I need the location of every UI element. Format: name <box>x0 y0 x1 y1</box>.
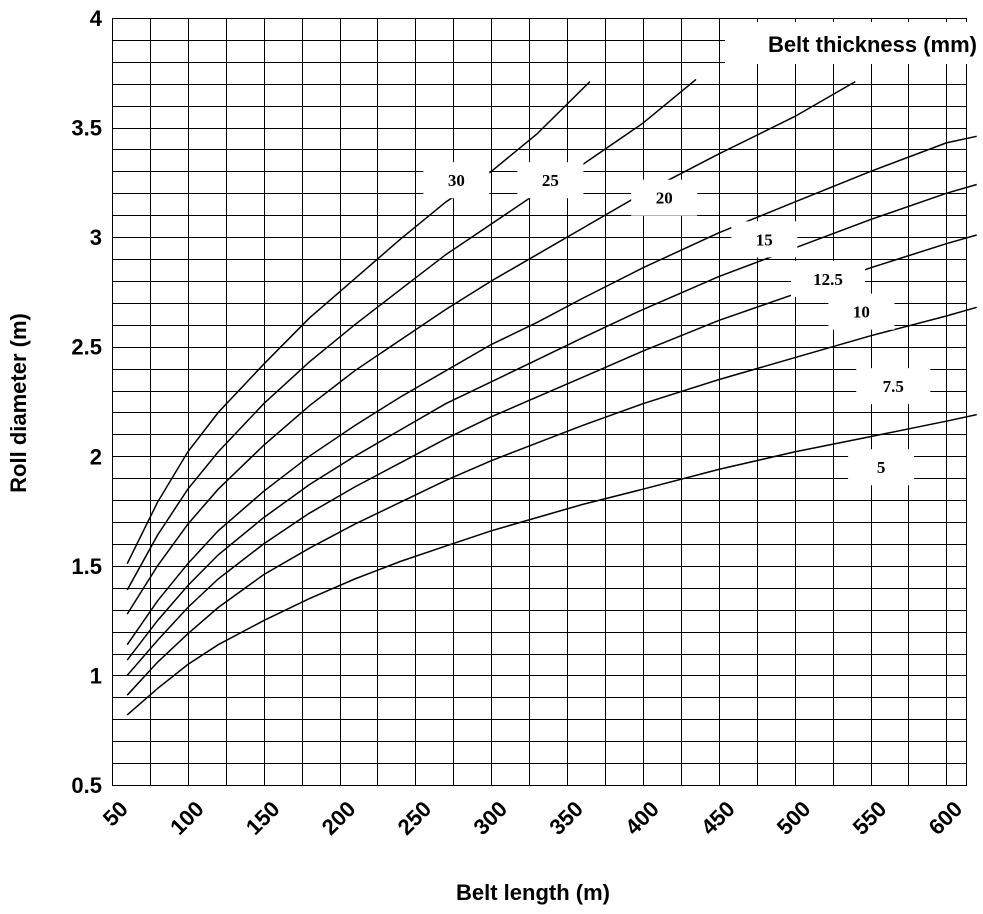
y-tick-label: 3.5 <box>71 116 102 141</box>
series-line-20mm <box>126 80 856 615</box>
series-label-7-5mm: 7.5 <box>883 377 904 396</box>
y-tick-label: 1.5 <box>71 554 102 579</box>
x-tick-label: 450 <box>696 796 740 840</box>
series-label-12-5mm: 12.5 <box>813 270 843 289</box>
series-label-box <box>423 162 490 199</box>
series-line-15mm <box>126 135 977 646</box>
y-tick-label: 0.5 <box>71 773 102 798</box>
y-tick-label: 4 <box>90 6 103 31</box>
series-label-box <box>848 449 915 486</box>
y-tick-label: 3 <box>90 225 102 250</box>
series-label-5mm: 5 <box>877 458 886 477</box>
series-line-30mm <box>126 81 591 565</box>
series-label-30mm: 30 <box>448 171 465 190</box>
series-label-box <box>856 368 931 405</box>
plot-frame <box>112 18 967 786</box>
x-tick-label: 400 <box>620 796 664 840</box>
x-tick-label: 300 <box>468 796 512 840</box>
y-tick-label: 1 <box>90 663 102 688</box>
series-label-box <box>731 221 798 258</box>
series-label-10mm: 10 <box>853 303 870 322</box>
x-tick-label: 200 <box>317 796 361 840</box>
series-labels: 30 25 20 15 12.5 10 7.5 5 <box>423 162 931 486</box>
legend-title: Belt thickness (mm) <box>768 32 977 57</box>
y-tick-label: 2.5 <box>71 335 102 360</box>
series-label-box <box>828 293 895 330</box>
series-label-box <box>517 162 584 199</box>
x-tick-label: 250 <box>393 796 437 840</box>
x-tick-label: 500 <box>772 796 816 840</box>
series-line-12-5mm <box>126 183 977 661</box>
series-label-20mm: 20 <box>656 189 673 208</box>
grid <box>112 18 967 786</box>
y-axis-title: Roll diameter (m) <box>6 313 31 493</box>
x-tick-label: 550 <box>848 796 892 840</box>
x-axis-title: Belt length (m) <box>456 880 610 905</box>
series-label-25mm: 25 <box>542 171 559 190</box>
series-label-box <box>631 179 698 216</box>
x-tick-label: 350 <box>544 796 588 840</box>
x-tick-label: 100 <box>165 796 209 840</box>
series-line-5mm <box>126 413 977 716</box>
x-tick-label: 600 <box>924 796 968 840</box>
legend-title-background <box>725 22 983 64</box>
x-tick-label: 150 <box>241 796 285 840</box>
series-line-7-5mm <box>126 306 977 696</box>
series-label-box <box>791 260 866 297</box>
series-line-25mm <box>126 78 697 591</box>
series-label-15mm: 15 <box>756 230 773 249</box>
y-tick-label: 2 <box>90 444 102 469</box>
x-tick-label: 50 <box>98 796 133 831</box>
